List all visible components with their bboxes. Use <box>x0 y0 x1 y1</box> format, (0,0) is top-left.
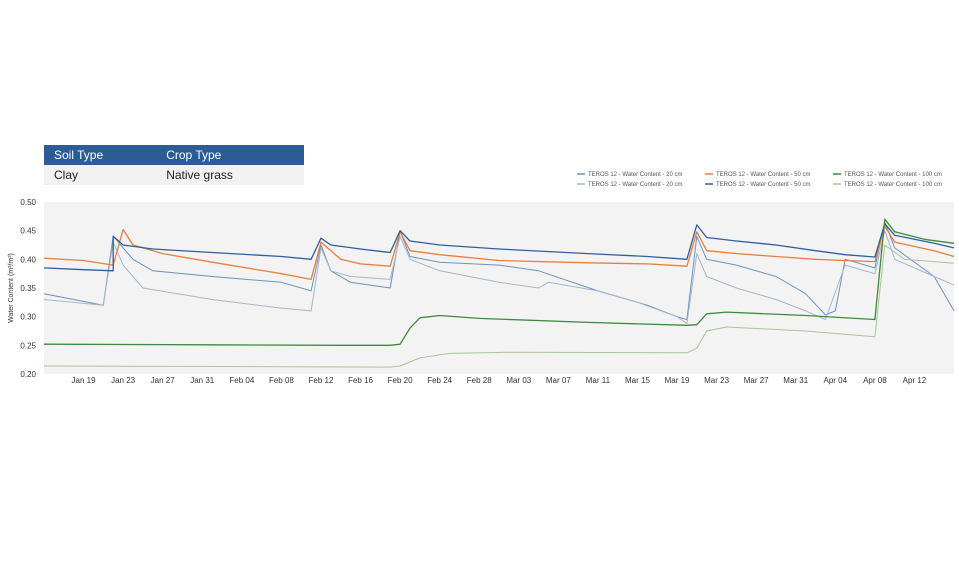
crop-type-value: Native grass <box>166 165 304 185</box>
legend-label: TEROS 12 - Water Content - 20 cm <box>588 172 682 178</box>
crop-type-header: Crop Type <box>166 145 304 165</box>
legend-label: TEROS 12 - Water Content - 100 cm <box>844 172 942 178</box>
soil-info-row: Clay Native grass <box>44 165 304 185</box>
x-tick-label: Mar 31 <box>783 376 808 385</box>
x-tick-label: Mar 03 <box>506 376 531 385</box>
x-tick-label: Jan 23 <box>111 376 136 385</box>
x-tick-label: Mar 27 <box>744 376 769 385</box>
plot-area <box>44 202 954 374</box>
series-line-4 <box>43 223 955 272</box>
x-tick-label: Apr 12 <box>903 376 927 385</box>
y-axis-label: Water Content (m³/m³) <box>8 253 15 323</box>
legend-label: TEROS 12 - Water Content - 50 cm <box>716 182 810 188</box>
x-tick-label: Feb 20 <box>388 376 413 385</box>
legend-label: TEROS 12 - Water Content - 100 cm <box>844 182 942 188</box>
x-tick-label: Mar 15 <box>625 376 650 385</box>
y-tick-label: 0.40 <box>20 255 36 264</box>
x-tick-label: Feb 04 <box>229 376 254 385</box>
x-tick-label: Mar 07 <box>546 376 571 385</box>
y-tick-label: 0.30 <box>20 313 36 322</box>
soil-info-table: Soil Type Crop Type Clay Native grass <box>44 145 304 185</box>
series-line-5 <box>43 218 955 346</box>
soil-info-header-row: Soil Type Crop Type <box>44 145 304 165</box>
series-line-6 <box>43 244 955 368</box>
series-line-2 <box>43 230 955 324</box>
y-tick-label: 0.50 <box>20 198 36 207</box>
x-tick-label: Apr 08 <box>863 376 887 385</box>
x-tick-label: Jan 27 <box>151 376 176 385</box>
y-tick-label: 0.25 <box>20 341 36 350</box>
series-line-1 <box>43 221 955 320</box>
x-tick-label: Mar 19 <box>665 376 690 385</box>
legend-label: TEROS 12 - Water Content - 50 cm <box>716 172 810 178</box>
y-tick-label: 0.20 <box>20 370 36 379</box>
series-line-3 <box>43 225 955 281</box>
x-tick-label: Feb 12 <box>309 376 334 385</box>
x-tick-label: Apr 04 <box>824 376 848 385</box>
x-tick-label: Feb 16 <box>348 376 373 385</box>
soil-type-header: Soil Type <box>44 145 167 165</box>
x-tick-label: Feb 28 <box>467 376 492 385</box>
x-tick-label: Mar 23 <box>704 376 729 385</box>
x-tick-label: Jan 19 <box>72 376 97 385</box>
x-tick-label: Jan 31 <box>190 376 215 385</box>
legend-label: TEROS 12 - Water Content - 20 cm <box>588 182 682 188</box>
y-tick-label: 0.35 <box>20 284 36 293</box>
y-tick-label: 0.45 <box>20 227 36 236</box>
x-tick-label: Feb 24 <box>427 376 452 385</box>
soil-type-value: Clay <box>44 165 167 185</box>
x-tick-label: Feb 08 <box>269 376 294 385</box>
x-tick-label: Mar 11 <box>586 376 611 385</box>
